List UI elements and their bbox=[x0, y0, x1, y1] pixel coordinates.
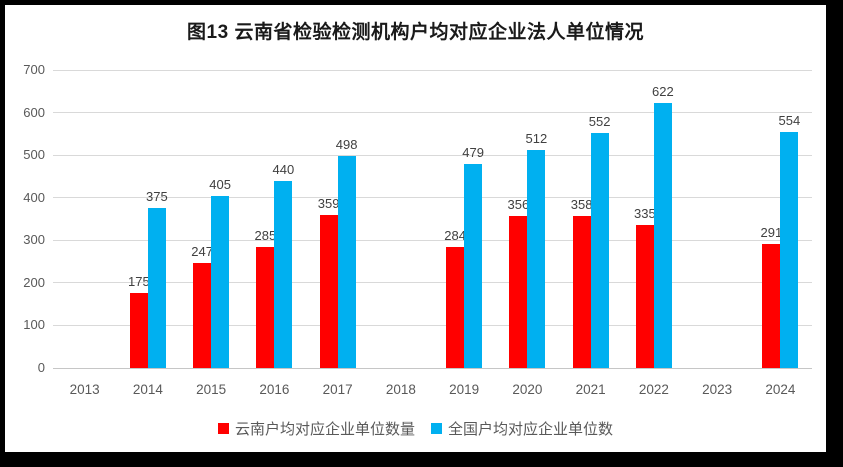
bar-national bbox=[147, 208, 166, 368]
bar-value-label: 359 bbox=[317, 196, 340, 211]
grid-line bbox=[53, 367, 812, 369]
legend-label: 全国户均对应企业单位数 bbox=[448, 421, 614, 438]
bar-value-label: 175 bbox=[128, 274, 150, 289]
x-tick-label: 2024 bbox=[765, 382, 796, 397]
bar-value-label: 405 bbox=[209, 177, 231, 192]
bar-value-label: 375 bbox=[146, 189, 168, 204]
grid-line bbox=[53, 69, 812, 71]
bar-value-label: 512 bbox=[525, 131, 548, 146]
bar-value-label: 247 bbox=[191, 244, 213, 259]
bar-value-label: 335 bbox=[634, 206, 656, 221]
bar-yunnan bbox=[193, 263, 212, 368]
bar-value-label: 284 bbox=[444, 228, 466, 243]
x-tick-label: 2023 bbox=[702, 382, 733, 397]
bar-yunnan bbox=[762, 244, 781, 368]
y-tick-label: 200 bbox=[23, 274, 45, 290]
bar-national bbox=[464, 164, 483, 368]
y-tick-label: 500 bbox=[23, 147, 45, 163]
grid-line bbox=[53, 282, 812, 284]
grid-line bbox=[53, 154, 812, 156]
grid-line bbox=[53, 324, 812, 326]
bar-yunnan bbox=[509, 216, 528, 368]
chart-title: 图13 云南省检验检测机构户均对应企业法人单位情况 bbox=[187, 22, 644, 43]
bar-value-label: 479 bbox=[462, 145, 484, 160]
bar-national bbox=[211, 196, 230, 368]
bar-value-label: 554 bbox=[778, 113, 801, 128]
x-tick-label: 2018 bbox=[385, 382, 416, 397]
bar-national bbox=[274, 181, 293, 368]
x-axis: 2013 2014 2015 2016 2017 2018 2019 2020 2021 2022… bbox=[53, 382, 812, 400]
bar-national bbox=[527, 150, 546, 368]
legend-swatch-national bbox=[431, 423, 442, 434]
y-tick-label: 100 bbox=[23, 317, 45, 333]
bar-national bbox=[590, 133, 609, 368]
x-tick-label: 2016 bbox=[259, 382, 290, 397]
bar-value-label: 291 bbox=[760, 225, 783, 240]
plot-area: 175 375 247 405 285 440 359 498 284 479 356 512 358 5… bbox=[53, 69, 812, 369]
grid-line bbox=[53, 239, 812, 241]
y-tick-label: 300 bbox=[23, 232, 45, 248]
x-tick-label: 2013 bbox=[69, 382, 100, 397]
legend-item-national: 全国户均对应企业单位数 bbox=[431, 418, 613, 439]
bar-value-label: 285 bbox=[254, 228, 277, 243]
bar-value-label: 440 bbox=[272, 162, 295, 177]
x-tick-label: 2014 bbox=[132, 382, 163, 397]
x-tick-label: 2021 bbox=[575, 382, 606, 397]
y-tick-label: 400 bbox=[23, 189, 45, 205]
bar-value-label: 552 bbox=[588, 114, 611, 129]
grid-line bbox=[53, 112, 812, 114]
y-tick-label: 0 bbox=[37, 360, 45, 375]
legend-label: 云南户均对应企业单位数量 bbox=[234, 421, 415, 438]
bar-national bbox=[780, 132, 799, 368]
y-tick-label: 700 bbox=[23, 62, 45, 77]
x-tick-label: 2022 bbox=[638, 382, 669, 397]
grid-line bbox=[53, 197, 812, 199]
bar-yunnan bbox=[635, 225, 654, 368]
legend-item-yunnan: 云南户均对应企业单位数量 bbox=[217, 418, 415, 439]
bar-yunnan bbox=[319, 215, 338, 368]
bar-value-label: 356 bbox=[507, 197, 530, 212]
bar-yunnan bbox=[129, 293, 148, 368]
bar-yunnan bbox=[256, 247, 275, 368]
x-tick-label: 2020 bbox=[512, 382, 543, 397]
bar-national bbox=[337, 156, 356, 368]
bar-national bbox=[653, 103, 672, 368]
bar-value-label: 358 bbox=[570, 197, 593, 212]
x-tick-label: 2019 bbox=[449, 382, 480, 397]
legend: 云南户均对应企业单位数量 全国户均对应企业单位数 bbox=[5, 418, 826, 439]
bar-value-label: 498 bbox=[335, 137, 358, 152]
bar-yunnan bbox=[446, 247, 465, 368]
x-tick-label: 2015 bbox=[196, 382, 227, 397]
y-tick-label: 600 bbox=[23, 104, 45, 120]
bar-value-label: 622 bbox=[652, 84, 674, 99]
y-axis: 0 100 200 300 400 500 600 700 bbox=[5, 63, 45, 375]
x-tick-label: 2017 bbox=[322, 382, 353, 397]
legend-swatch-yunnan bbox=[217, 423, 229, 434]
bar-yunnan bbox=[572, 216, 591, 368]
